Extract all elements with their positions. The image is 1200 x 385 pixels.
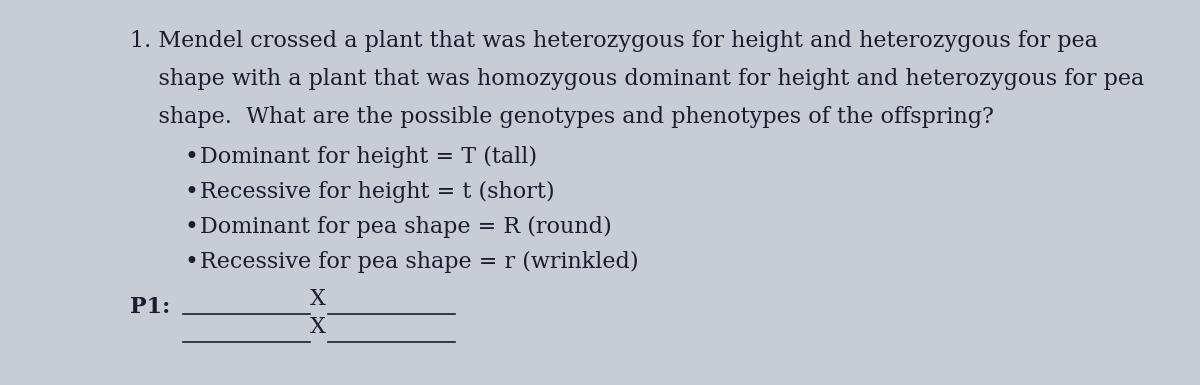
Text: •: •	[185, 216, 199, 239]
Text: •: •	[185, 146, 199, 169]
Text: •: •	[185, 251, 199, 274]
Text: 1. Mendel crossed a plant that was heterozygous for height and heterozygous for : 1. Mendel crossed a plant that was heter…	[130, 30, 1098, 52]
Text: P1:: P1:	[130, 296, 170, 318]
Text: X: X	[310, 316, 326, 338]
Text: shape with a plant that was homozygous dominant for height and heterozygous for : shape with a plant that was homozygous d…	[130, 68, 1145, 90]
Text: •: •	[185, 181, 199, 204]
Text: Recessive for height = t (short): Recessive for height = t (short)	[200, 181, 554, 203]
Text: Dominant for pea shape = R (round): Dominant for pea shape = R (round)	[200, 216, 612, 238]
Text: Recessive for pea shape = r (wrinkled): Recessive for pea shape = r (wrinkled)	[200, 251, 638, 273]
Text: shape.  What are the possible genotypes and phenotypes of the offspring?: shape. What are the possible genotypes a…	[130, 106, 994, 128]
Text: Dominant for height = T (tall): Dominant for height = T (tall)	[200, 146, 538, 168]
Text: X: X	[310, 288, 326, 310]
